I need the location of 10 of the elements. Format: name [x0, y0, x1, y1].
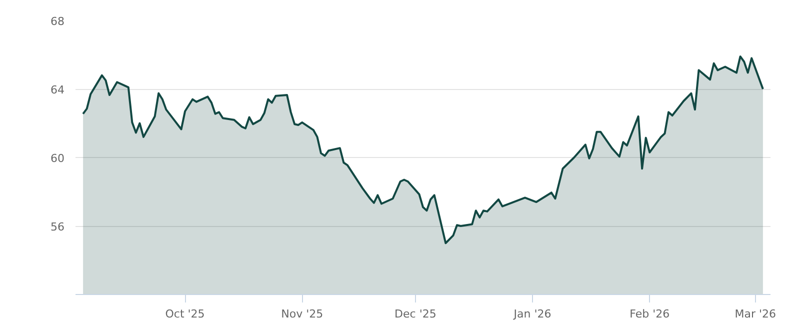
x-tick-label: Dec '25 — [394, 308, 436, 320]
y-tick-label: 56 — [50, 220, 65, 234]
y-tick-label: 60 — [50, 152, 65, 165]
x-tick-label: Jan '26 — [512, 308, 552, 320]
x-tick-label: Mar '26 — [734, 308, 776, 320]
x-tick-label: Nov '25 — [281, 308, 324, 320]
x-tick-label: Oct '25 — [165, 308, 205, 320]
y-tick-label: 68 — [50, 15, 65, 28]
x-tick-label: Feb '26 — [630, 308, 670, 320]
y-tick-label: 64 — [50, 84, 65, 96]
